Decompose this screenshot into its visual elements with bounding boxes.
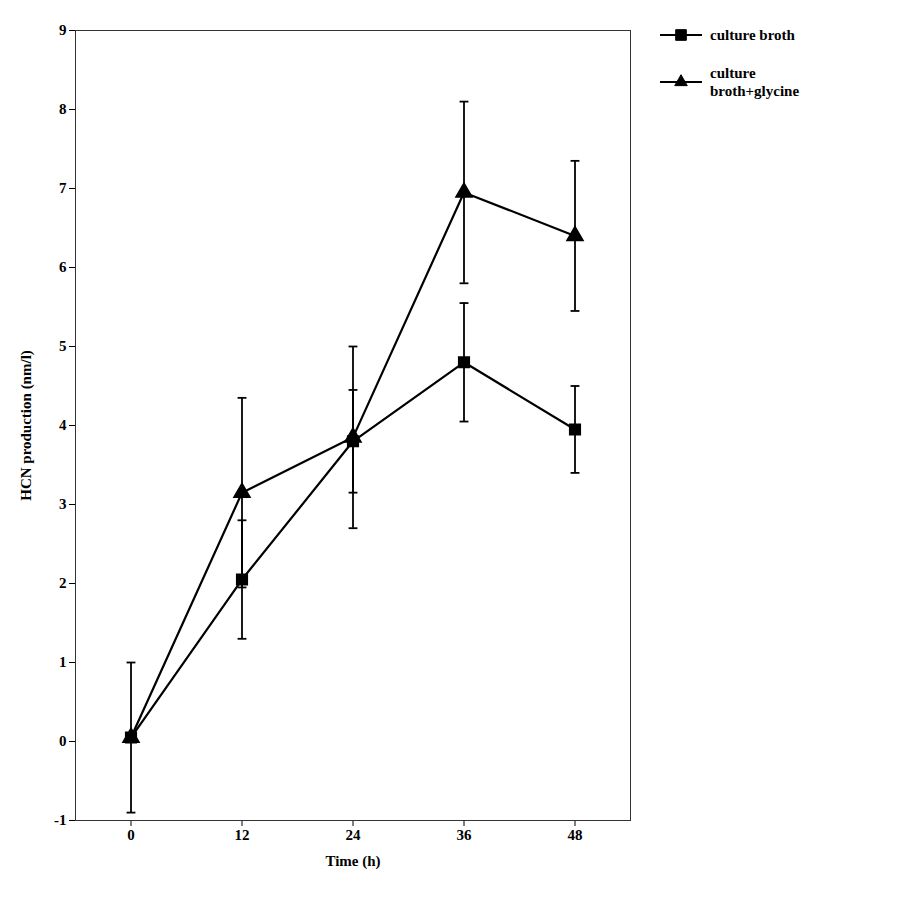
svg-text:-1: -1	[54, 812, 67, 828]
svg-text:HCN production (nm/l): HCN production (nm/l)	[18, 350, 35, 501]
svg-text:12: 12	[235, 827, 250, 843]
svg-text:8: 8	[59, 101, 67, 117]
svg-text:Time (h): Time (h)	[325, 853, 380, 870]
svg-text:36: 36	[457, 827, 473, 843]
svg-text:1: 1	[59, 654, 67, 670]
svg-text:48: 48	[568, 827, 583, 843]
html-text:culture broth: culture broth	[710, 27, 795, 43]
svg-text:7: 7	[59, 180, 67, 196]
svg-text:5: 5	[59, 338, 67, 354]
svg-text:24: 24	[346, 827, 362, 843]
svg-text:4: 4	[59, 417, 67, 433]
svg-text:6: 6	[59, 259, 67, 275]
svg-text:0: 0	[59, 733, 67, 749]
html-text:culture broth+glycine: culture broth+glycine	[710, 65, 800, 99]
svg-text:3: 3	[59, 496, 67, 512]
svg-text:0: 0	[127, 827, 135, 843]
svg-text:2: 2	[59, 575, 67, 591]
svg-text:9: 9	[59, 22, 67, 38]
